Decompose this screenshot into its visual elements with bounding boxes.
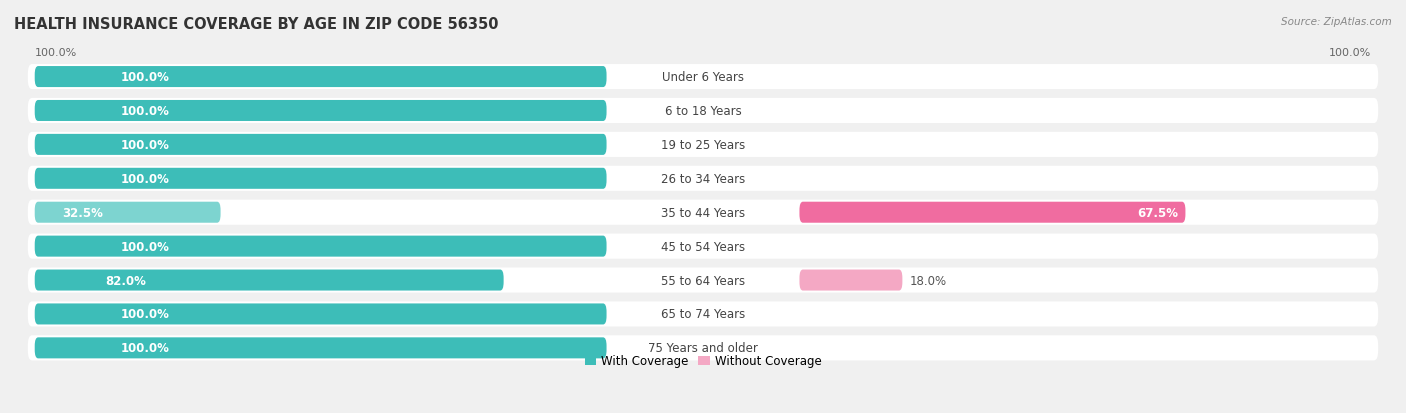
FancyBboxPatch shape [28,335,1378,361]
Text: 100.0%: 100.0% [121,240,169,253]
Text: 32.5%: 32.5% [63,206,104,219]
FancyBboxPatch shape [28,200,1378,225]
Text: 100.0%: 100.0% [121,342,169,354]
FancyBboxPatch shape [35,169,606,189]
Text: 75 Years and older: 75 Years and older [648,342,758,354]
FancyBboxPatch shape [800,202,1185,223]
FancyBboxPatch shape [35,304,606,325]
Text: 35 to 44 Years: 35 to 44 Years [661,206,745,219]
Text: 82.0%: 82.0% [105,274,146,287]
Text: 65 to 74 Years: 65 to 74 Years [661,308,745,320]
Text: 6 to 18 Years: 6 to 18 Years [665,105,741,118]
FancyBboxPatch shape [35,67,606,88]
Legend: With Coverage, Without Coverage: With Coverage, Without Coverage [579,350,827,372]
Text: HEALTH INSURANCE COVERAGE BY AGE IN ZIP CODE 56350: HEALTH INSURANCE COVERAGE BY AGE IN ZIP … [14,17,499,31]
FancyBboxPatch shape [28,99,1378,124]
Text: 26 to 34 Years: 26 to 34 Years [661,172,745,185]
FancyBboxPatch shape [28,65,1378,90]
FancyBboxPatch shape [35,101,606,122]
FancyBboxPatch shape [35,270,503,291]
Text: Source: ZipAtlas.com: Source: ZipAtlas.com [1281,17,1392,26]
Text: 100.0%: 100.0% [121,308,169,320]
FancyBboxPatch shape [800,270,903,291]
Text: Under 6 Years: Under 6 Years [662,71,744,84]
FancyBboxPatch shape [35,135,606,156]
FancyBboxPatch shape [28,268,1378,293]
Text: 19 to 25 Years: 19 to 25 Years [661,138,745,152]
Text: 100.0%: 100.0% [35,48,77,58]
FancyBboxPatch shape [28,301,1378,327]
FancyBboxPatch shape [28,166,1378,191]
FancyBboxPatch shape [28,133,1378,157]
FancyBboxPatch shape [35,202,221,223]
Text: 55 to 64 Years: 55 to 64 Years [661,274,745,287]
FancyBboxPatch shape [35,337,606,358]
Text: 18.0%: 18.0% [910,274,946,287]
Text: 67.5%: 67.5% [1137,206,1178,219]
Text: 100.0%: 100.0% [121,105,169,118]
Text: 100.0%: 100.0% [121,138,169,152]
FancyBboxPatch shape [28,234,1378,259]
FancyBboxPatch shape [35,236,606,257]
Text: 45 to 54 Years: 45 to 54 Years [661,240,745,253]
Text: 100.0%: 100.0% [1329,48,1371,58]
Text: 100.0%: 100.0% [121,71,169,84]
Text: 100.0%: 100.0% [121,172,169,185]
